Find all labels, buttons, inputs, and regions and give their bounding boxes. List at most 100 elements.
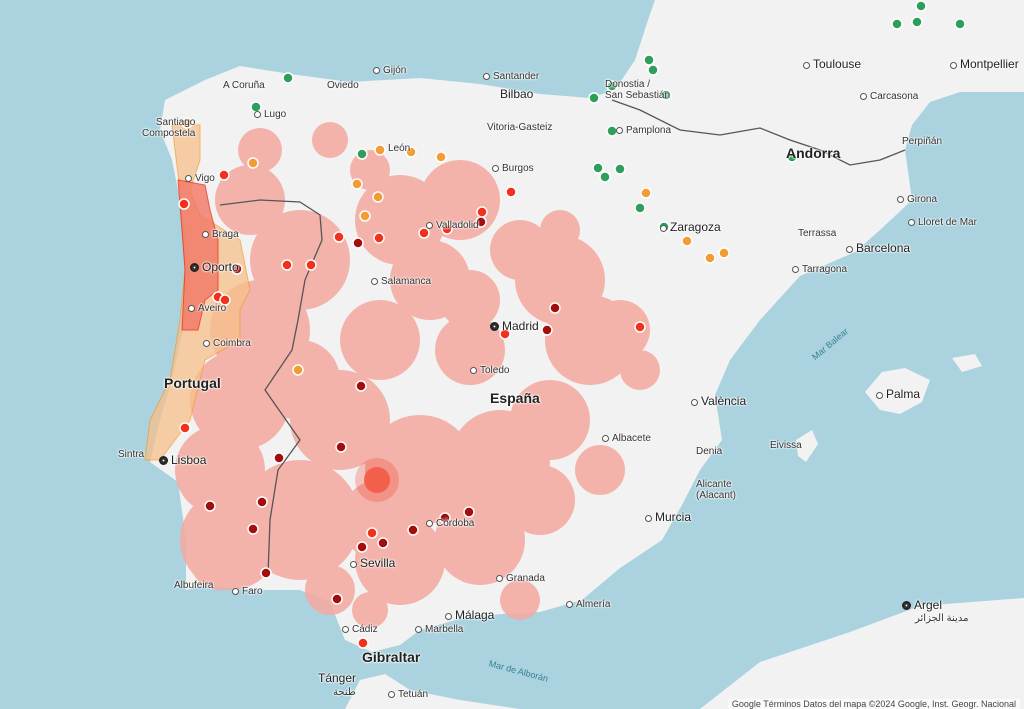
city-burgos: Burgos bbox=[492, 163, 534, 175]
heat-blob bbox=[238, 128, 282, 172]
orange-marker[interactable] bbox=[640, 187, 652, 199]
darkred-marker[interactable] bbox=[331, 593, 343, 605]
city-girona: Girona bbox=[897, 194, 937, 206]
orange-marker[interactable] bbox=[681, 235, 693, 247]
orange-marker[interactable] bbox=[247, 157, 259, 169]
red-marker[interactable] bbox=[357, 637, 369, 649]
darkred-marker[interactable] bbox=[355, 380, 367, 392]
city-cadiz: Cádiz bbox=[342, 624, 378, 636]
green-marker[interactable] bbox=[614, 163, 626, 175]
city-palma: Palma bbox=[876, 388, 920, 400]
green-marker[interactable] bbox=[891, 18, 903, 30]
city-alicante: Alicante (Alacant) bbox=[696, 479, 737, 501]
darkred-marker[interactable] bbox=[256, 496, 268, 508]
heat-blob bbox=[340, 300, 420, 380]
heat-blob bbox=[352, 592, 388, 628]
red-marker[interactable] bbox=[178, 198, 190, 210]
red-marker[interactable] bbox=[373, 232, 385, 244]
green-marker[interactable] bbox=[786, 151, 798, 163]
orange-marker[interactable] bbox=[359, 210, 371, 222]
red-marker[interactable] bbox=[366, 527, 378, 539]
city-sevilla: Sevilla bbox=[350, 557, 395, 569]
darkred-marker[interactable] bbox=[356, 541, 368, 553]
red-marker[interactable] bbox=[305, 259, 317, 271]
city-salamanca: Salamanca bbox=[371, 276, 431, 288]
city-pamplona: Pamplona bbox=[616, 125, 671, 137]
green-marker[interactable] bbox=[599, 171, 611, 183]
orange-marker[interactable] bbox=[292, 364, 304, 376]
orange-marker[interactable] bbox=[181, 117, 193, 129]
city-oporto: Oporto bbox=[190, 261, 239, 273]
red-marker[interactable] bbox=[179, 422, 191, 434]
heat-blob bbox=[590, 300, 650, 360]
portugal-border bbox=[219, 199, 323, 576]
green-marker[interactable] bbox=[915, 0, 927, 12]
heat-blob bbox=[215, 165, 285, 235]
darkred-marker[interactable] bbox=[352, 237, 364, 249]
selected-location-marker[interactable] bbox=[364, 467, 390, 493]
city-acoruna: A Coruña bbox=[223, 80, 265, 91]
city-donostia: Donostia / San Sebastián bbox=[605, 79, 671, 101]
red-marker[interactable] bbox=[476, 206, 488, 218]
orange-marker[interactable] bbox=[704, 252, 716, 264]
city-valencia: València bbox=[691, 395, 746, 407]
heat-blob bbox=[510, 380, 590, 460]
green-marker[interactable] bbox=[647, 64, 659, 76]
green-marker[interactable] bbox=[356, 148, 368, 160]
orange-marker[interactable] bbox=[372, 191, 384, 203]
green-marker[interactable] bbox=[954, 18, 966, 30]
city-bilbao: Bilbao bbox=[500, 87, 534, 101]
green-marker[interactable] bbox=[606, 80, 618, 92]
city-valladolid: Valladolid bbox=[426, 220, 479, 232]
darkred-marker[interactable] bbox=[377, 537, 389, 549]
darkred-marker[interactable] bbox=[247, 523, 259, 535]
green-marker[interactable] bbox=[282, 72, 294, 84]
label-spain: España bbox=[490, 390, 540, 406]
city-faro: Faro bbox=[232, 586, 263, 598]
red-marker[interactable] bbox=[505, 186, 517, 198]
darkred-marker[interactable] bbox=[463, 506, 475, 518]
city-madrid: Madrid bbox=[490, 320, 539, 332]
darkred-marker[interactable] bbox=[549, 302, 561, 314]
orange-marker[interactable] bbox=[351, 178, 363, 190]
menorca bbox=[952, 354, 982, 372]
red-marker[interactable] bbox=[634, 321, 646, 333]
green-marker[interactable] bbox=[660, 89, 672, 101]
orange-marker[interactable] bbox=[718, 247, 730, 259]
red-marker[interactable] bbox=[333, 231, 345, 243]
darkred-marker[interactable] bbox=[407, 524, 419, 536]
markers-layer bbox=[178, 0, 966, 649]
green-marker[interactable] bbox=[588, 92, 600, 104]
darkred-marker[interactable] bbox=[541, 324, 553, 336]
city-zaragoza: Zaragoza bbox=[660, 221, 721, 233]
green-marker[interactable] bbox=[634, 202, 646, 214]
heat-blob bbox=[540, 210, 580, 250]
city-vigo: Vigo bbox=[185, 173, 215, 185]
city-albacete: Albacete bbox=[602, 433, 651, 445]
borders bbox=[219, 99, 906, 576]
heat-blob bbox=[312, 122, 348, 158]
orange-marker[interactable] bbox=[374, 144, 386, 156]
red-marker[interactable] bbox=[218, 169, 230, 181]
city-vitoria: Vitoria-Gasteiz bbox=[487, 122, 553, 133]
city-leon: León bbox=[388, 143, 411, 154]
darkred-marker[interactable] bbox=[335, 441, 347, 453]
map-attribution[interactable]: Google Términos Datos del mapa ©2024 Goo… bbox=[727, 699, 1020, 709]
darkred-marker[interactable] bbox=[273, 452, 285, 464]
green-marker[interactable] bbox=[911, 16, 923, 28]
green-marker[interactable] bbox=[592, 162, 604, 174]
green-marker[interactable] bbox=[643, 54, 655, 66]
city-montpellier: Montpellier bbox=[950, 58, 1019, 70]
label-andorra: Andorra bbox=[786, 145, 841, 161]
heat-blob bbox=[340, 480, 420, 560]
darkred-marker[interactable] bbox=[260, 567, 272, 579]
orange-marker[interactable] bbox=[405, 146, 417, 158]
red-marker[interactable] bbox=[281, 259, 293, 271]
city-tanger-arabic: طنجة bbox=[333, 687, 356, 698]
heat-blob bbox=[260, 340, 340, 420]
orange-marker[interactable] bbox=[435, 151, 447, 163]
france-border bbox=[611, 99, 906, 166]
ibiza bbox=[796, 430, 818, 462]
darkred-marker[interactable] bbox=[204, 500, 216, 512]
